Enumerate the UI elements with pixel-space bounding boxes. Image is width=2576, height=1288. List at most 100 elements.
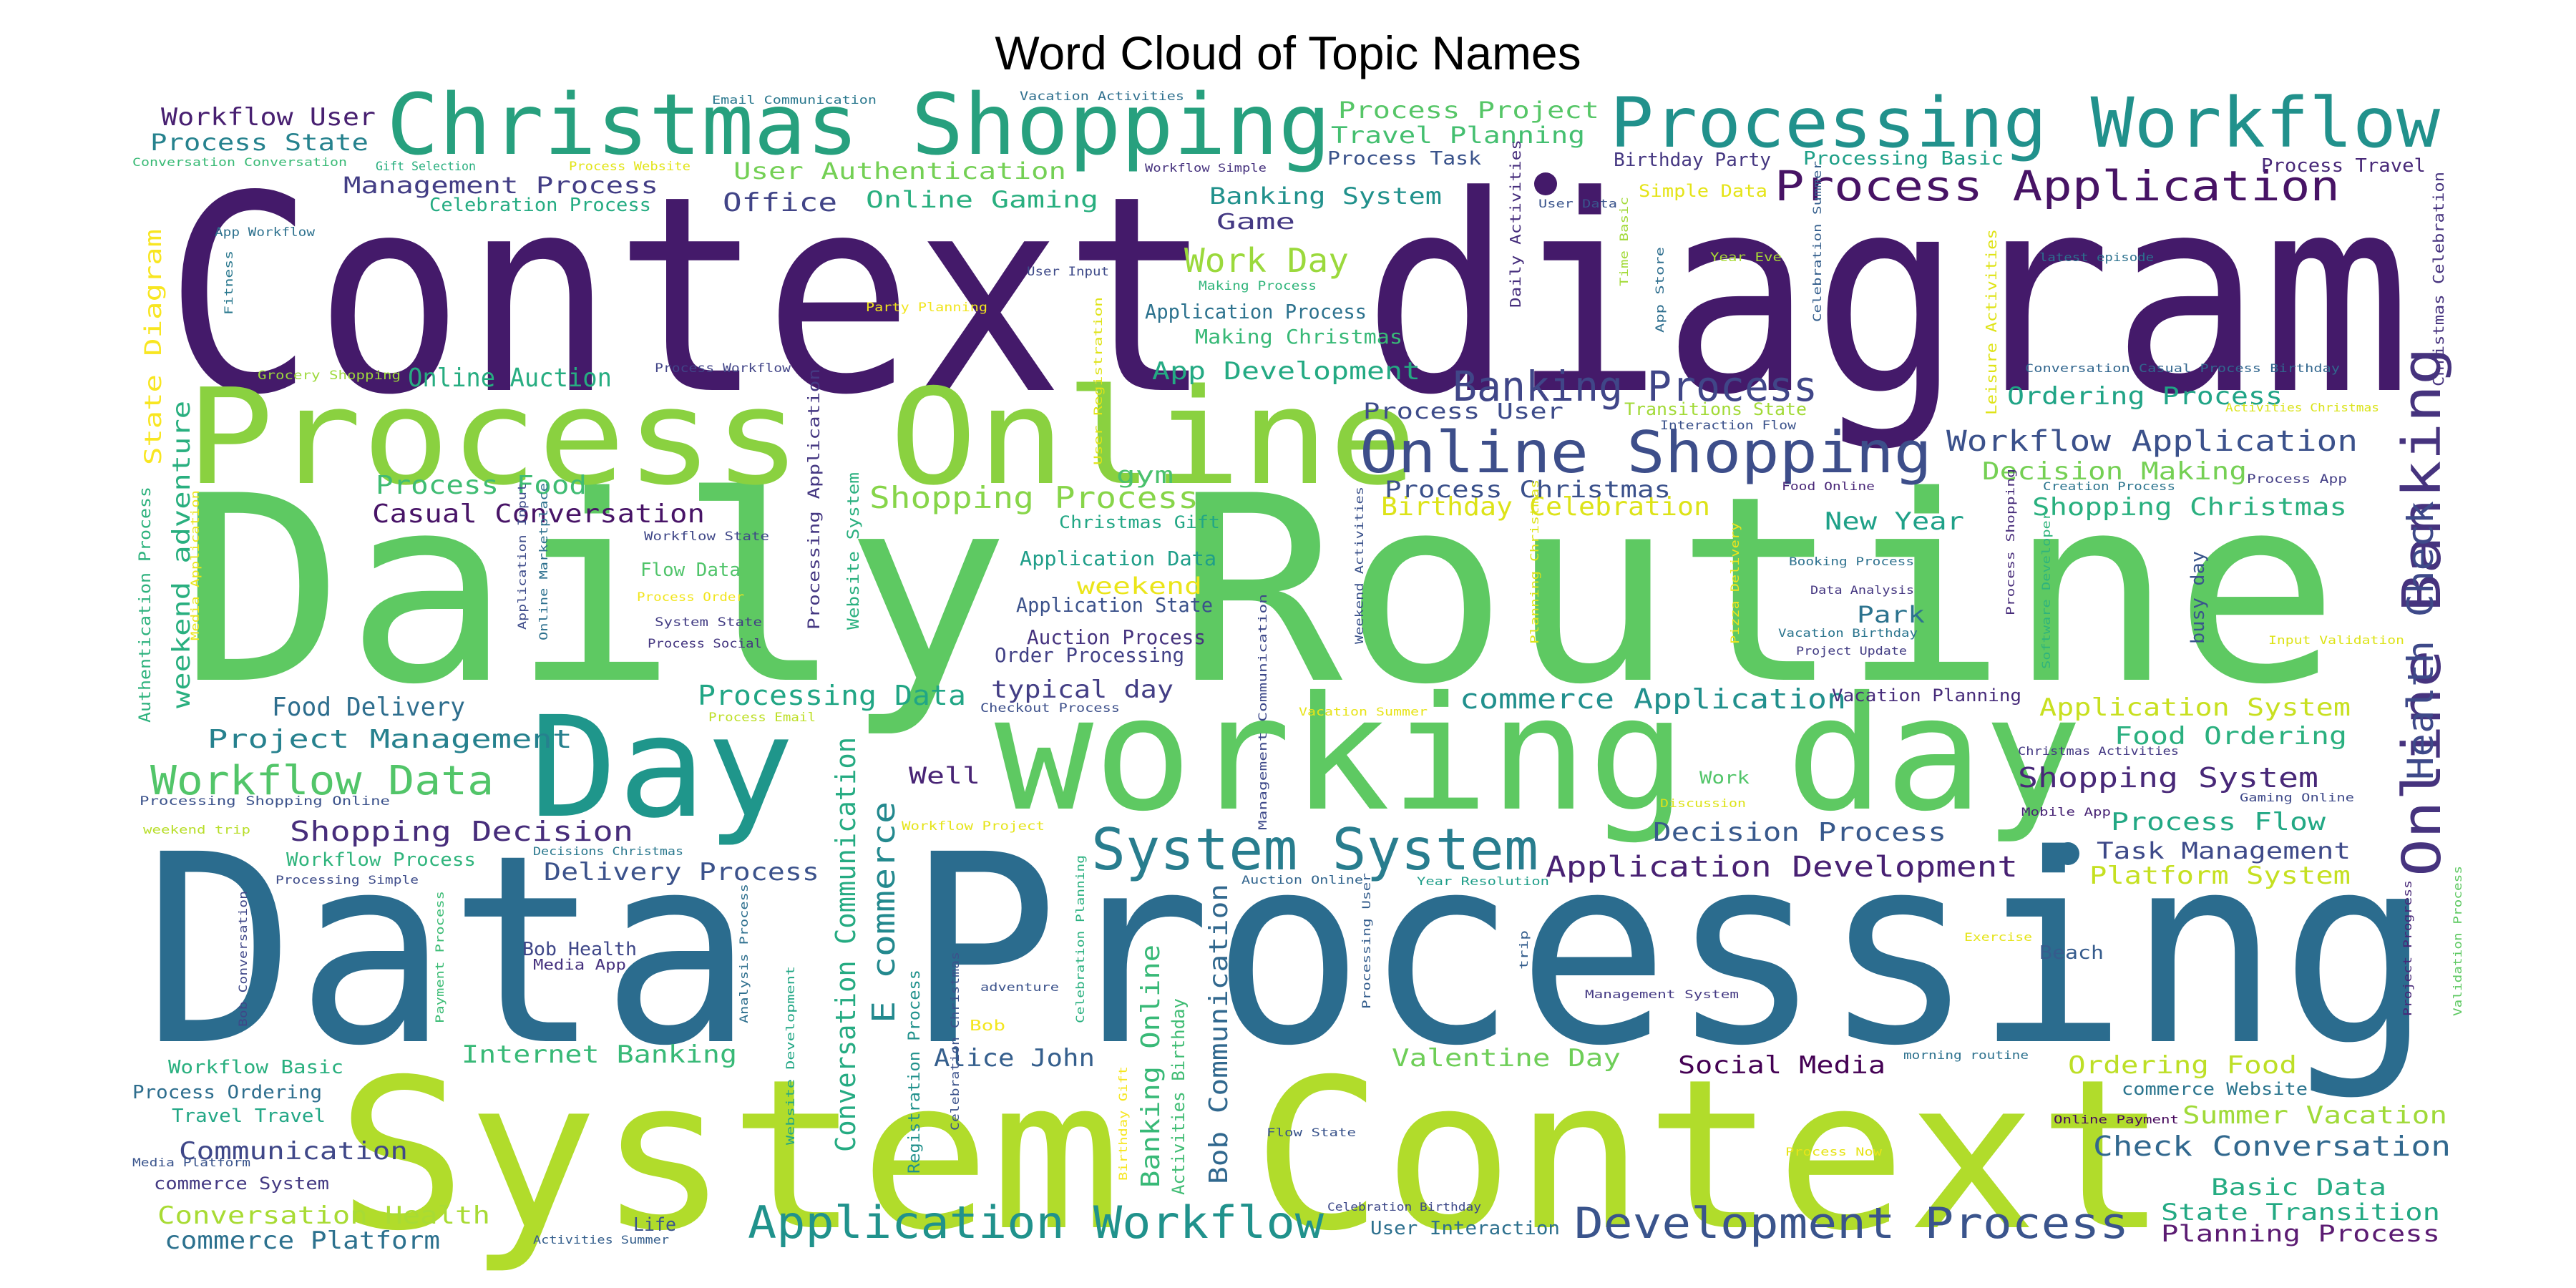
word-decision-process: Decision Process — [1653, 818, 1946, 847]
word-ordering-food: Ordering Food — [2068, 1051, 2297, 1080]
word-media-app: Media App — [533, 956, 626, 973]
word-process-travel: Process Travel — [2261, 155, 2426, 177]
word-authentication-process: Authentication Process — [137, 487, 155, 723]
word-daily-activities: Daily Activities — [1507, 140, 1524, 308]
word-simple-data: Simple Data — [1639, 181, 1767, 201]
word-social-media: Social Media — [1678, 1051, 1885, 1080]
word-gym: gym — [1116, 462, 1174, 489]
word-process-website: Process Website — [569, 160, 691, 174]
word-decisions-christmas: Decisions Christmas — [533, 844, 683, 858]
word-park: Park — [1857, 601, 1925, 628]
word-planning-process: Planning Process — [2161, 1220, 2440, 1247]
word-commerce-application: commerce Application — [1460, 683, 1846, 715]
word-weekend-activities: Weekend Activities — [1352, 487, 1366, 644]
word-development-process: Development Process — [1574, 1199, 2129, 1249]
word-processing-shopping-online: Processing Shopping Online — [140, 794, 390, 809]
word-celebration-summer: Celebration Summer — [1810, 161, 1824, 322]
word-application-state: Application State — [1016, 593, 1213, 617]
word-transitions-state: Transitions State — [1624, 399, 1807, 419]
word-day: Day — [530, 686, 794, 849]
word-leisure-activities: Leisure Activities — [1983, 229, 2000, 415]
word-bob: Bob — [970, 1017, 1005, 1034]
word-user-interaction: User Interaction — [1370, 1218, 1560, 1239]
word-app-workflow: App Workflow — [215, 225, 316, 240]
word-workflow-simple: Workflow Simple — [1145, 161, 1267, 175]
word-delivery-process: Delivery Process — [544, 858, 819, 887]
word-shopping-christmas: Shopping Christmas — [2032, 493, 2347, 522]
word-new-year: New Year — [1825, 507, 1964, 536]
word-alice-john: Alice John — [934, 1044, 1095, 1073]
word-bob-communication: Bob Communication — [1204, 884, 1234, 1184]
word-processing-application: Processing Application — [806, 369, 824, 630]
word-task-management: Task Management — [2097, 837, 2351, 864]
word-user-authentication: User Authentication — [733, 157, 1066, 185]
word-weekend: weekend — [1077, 572, 1202, 600]
word-input-validation: Input Validation — [2268, 633, 2404, 647]
word-working-day: working day — [995, 663, 2082, 846]
word-time-basic: Time Basic — [1617, 197, 1631, 286]
word-software-developer: Software Developer — [2039, 512, 2053, 669]
word-system-state: System State — [655, 615, 762, 630]
word-website-system: Website System — [845, 472, 863, 630]
word-game: Game — [1216, 210, 1295, 235]
word-user-input: User Input — [1027, 265, 1109, 279]
word-process-online: Process Online — [186, 360, 1417, 514]
word-health-check: Health Check — [2400, 501, 2441, 780]
word-application-data: Application Data — [1020, 547, 1216, 570]
word-application-development: Application Development — [1546, 851, 2018, 884]
word-media-application: Media Application — [188, 490, 202, 640]
word-casual-conversation: Casual Conversation — [372, 499, 705, 529]
word-christmas-gift: Christmas Gift — [1059, 512, 1220, 532]
word-process-social: Process Social — [648, 637, 762, 651]
word-app-store: App Store — [1653, 247, 1667, 333]
word-celebration-planning: Celebration Planning — [1073, 855, 1087, 1023]
word-typical-day: typical day — [991, 675, 1174, 704]
word-adventure: adventure — [980, 980, 1059, 994]
word-work: Work — [1699, 768, 1750, 788]
word-mobile-app: Mobile App — [2021, 805, 2111, 819]
word-beach: Beach — [2039, 942, 2104, 964]
word-process-workflow: Process Workflow — [655, 361, 791, 376]
word-application-system: Application System — [2039, 693, 2351, 722]
word-process-now: Process Now — [1785, 1145, 1882, 1158]
word-creation-process: Creation Process — [2043, 479, 2175, 493]
word-year-eve: Year Eve — [1710, 250, 1782, 265]
word-process-flow: Process Flow — [2111, 808, 2326, 836]
word-trip: trip — [1517, 930, 1531, 970]
word-data-analysis: Data Analysis — [1810, 583, 1914, 597]
word-fitness: Fitness — [222, 250, 235, 315]
glyph-dot-1 — [2057, 842, 2079, 865]
word-vacation-birthday: Vacation Birthday — [1778, 626, 1918, 640]
word-e-commerce: E commerce — [866, 801, 902, 1023]
word-online-gaming: Online Gaming — [866, 186, 1098, 213]
word-work-day: Work Day — [1184, 241, 1349, 280]
word-grocery-shopping: Grocery Shopping — [258, 369, 401, 383]
word-media-platform: Media Platform — [132, 1156, 250, 1169]
word-payment-process: Payment Process — [433, 891, 447, 1023]
word-application-workflow: Application Workflow — [748, 1196, 1324, 1249]
word-interaction-flow: Interaction Flow — [1660, 419, 1797, 433]
word-analysis-process: Analysis Process — [737, 884, 751, 1023]
word-online-auction: Online Auction — [408, 364, 612, 393]
word-food-online: Food Online — [1782, 479, 1875, 493]
word-life: Life — [633, 1214, 676, 1236]
word-basic-data: Basic Data — [2211, 1174, 2386, 1201]
word-checkout-process: Checkout Process — [980, 701, 1120, 716]
word-application-process: Application Process — [1145, 300, 1367, 323]
word-flow-data: Flow Data — [640, 560, 741, 581]
word-busy-day: busy day — [2187, 551, 2209, 644]
word-discussion: Discussion — [1660, 796, 1746, 810]
word-order-processing: Order Processing — [995, 643, 1184, 667]
word-registration-process: Registration Process — [906, 970, 924, 1174]
word-ordering-process: Ordering Process — [2007, 382, 2283, 411]
word-exercise: Exercise — [1964, 930, 2032, 944]
word-birthday-party: Birthday Party — [1614, 150, 1771, 171]
word-process-state: Process State — [150, 129, 369, 156]
word-christmas-celebration: Christmas Celebration — [2430, 172, 2447, 386]
word-valentine-day: Valentine Day — [1392, 1044, 1621, 1073]
word-management-communication: Management Communication — [1256, 594, 1269, 830]
word-vacation-planning: Vacation Planning — [1832, 686, 2021, 706]
word-gaming-online: Gaming Online — [2240, 791, 2354, 804]
word-conversation-health: Conversation Health — [157, 1201, 490, 1230]
